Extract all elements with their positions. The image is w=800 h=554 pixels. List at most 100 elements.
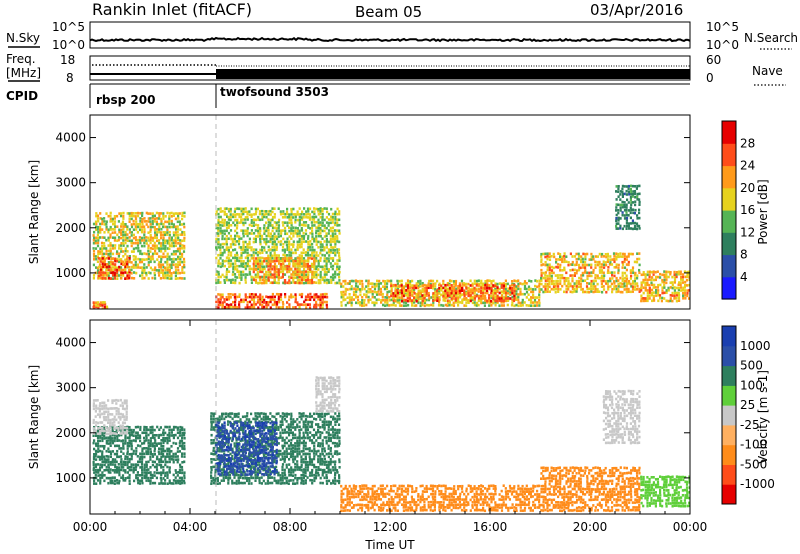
- heatmap-cell: [153, 241, 156, 245]
- heatmap-cell: [221, 229, 224, 233]
- heatmap-cell: [122, 466, 125, 469]
- heatmap-cell: [103, 463, 106, 467]
- heatmap-cell: [125, 432, 128, 435]
- heatmap-cell: [519, 282, 522, 285]
- heatmap-cell: [288, 279, 291, 282]
- heatmap-cell: [436, 279, 439, 283]
- heatmap-cell: [181, 426, 184, 429]
- heatmap-cell: [244, 218, 247, 221]
- heatmap-cell: [494, 299, 497, 303]
- heatmap-cell: [120, 465, 123, 469]
- heatmap-cell: [229, 259, 233, 262]
- heatmap-cell: [673, 276, 676, 279]
- heatmap-cell: [151, 481, 154, 485]
- heatmap-cell: [313, 248, 316, 252]
- heatmap-cell: [602, 276, 605, 280]
- heatmap-cell: [315, 215, 318, 219]
- heatmap-cell: [321, 210, 324, 213]
- heatmap-cell: [93, 447, 96, 451]
- heatmap-cell: [296, 262, 299, 265]
- heatmap-cell: [147, 271, 150, 274]
- heatmap-cell: [673, 281, 676, 284]
- heatmap-cell: [661, 296, 664, 300]
- heatmap-cell: [114, 263, 117, 266]
- heatmap-cell: [286, 257, 289, 261]
- heatmap-cell: [398, 284, 401, 287]
- heatmap-cell: [92, 402, 95, 405]
- heatmap-cell: [373, 290, 376, 294]
- heatmap-cell: [126, 455, 129, 459]
- heatmap-cell: [432, 292, 435, 295]
- heatmap-cell: [225, 303, 228, 306]
- heatmap-cell: [423, 293, 426, 296]
- heatmap-cell: [161, 269, 165, 272]
- heatmap-cell: [155, 244, 159, 248]
- heatmap-cell: [183, 247, 186, 250]
- heatmap-cell: [617, 263, 620, 267]
- heatmap-cell: [385, 298, 389, 302]
- heatmap-cell: [629, 206, 632, 210]
- heatmap-cell: [160, 455, 163, 459]
- heatmap-cell: [436, 299, 439, 302]
- heatmap-cell: [467, 294, 470, 298]
- heatmap-cell: [151, 431, 154, 434]
- heatmap-cell: [92, 468, 95, 471]
- heatmap-cell: [228, 278, 231, 282]
- heatmap-cell: [96, 271, 100, 275]
- heatmap-cell: [114, 463, 117, 467]
- heatmap-cell: [421, 284, 424, 287]
- heatmap-cell: [223, 251, 226, 254]
- heatmap-cell: [214, 479, 217, 482]
- heatmap-cell: [548, 277, 551, 280]
- heatmap-cell: [181, 260, 184, 264]
- heatmap-cell: [625, 290, 628, 294]
- heatmap-cell: [217, 259, 220, 262]
- heatmap-cell: [688, 278, 690, 281]
- heatmap-cell: [563, 252, 566, 255]
- heatmap-cell: [323, 281, 326, 284]
- heatmap-cell: [101, 307, 104, 309]
- heatmap-cell: [233, 273, 237, 276]
- heatmap-cell: [359, 279, 362, 283]
- heatmap-cell: [583, 290, 587, 294]
- heatmap-cell: [170, 236, 173, 239]
- heatmap-cell: [580, 288, 583, 291]
- heatmap-cell: [155, 236, 158, 239]
- heatmap-cell: [323, 259, 326, 263]
- heatmap-cell: [151, 212, 154, 215]
- heatmap-cell: [120, 212, 123, 215]
- heatmap-cell: [375, 298, 378, 302]
- heatmap-cell: [644, 286, 647, 290]
- heatmap-cell: [130, 231, 133, 234]
- heatmap-cell: [240, 262, 243, 266]
- heatmap-cell: [606, 252, 609, 256]
- heatmap-cell: [625, 203, 628, 207]
- heatmap-cell: [221, 242, 224, 246]
- heatmap-cell: [143, 233, 146, 236]
- heatmap-cell: [407, 289, 410, 292]
- heatmap-cell: [627, 187, 630, 191]
- heatmap-cell: [610, 282, 613, 286]
- heatmap-cell: [521, 301, 524, 304]
- heatmap-cell: [126, 236, 129, 240]
- heatmap-cell: [528, 279, 531, 283]
- heatmap-cell: [615, 227, 618, 230]
- heatmap-cell: [130, 250, 134, 253]
- heatmap-cell: [155, 228, 158, 231]
- heatmap-cell: [147, 257, 150, 261]
- heatmap-cell: [283, 259, 287, 263]
- heatmap-cell: [238, 303, 241, 306]
- heatmap-cell: [644, 289, 647, 292]
- heatmap-cell: [116, 481, 119, 485]
- heatmap-cell: [554, 274, 557, 277]
- heatmap-cell: [107, 239, 110, 242]
- heatmap-cell: [298, 254, 301, 257]
- heatmap-cell: [677, 286, 680, 290]
- heatmap-cell: [511, 283, 514, 287]
- heatmap-cell: [350, 304, 353, 307]
- heatmap-cell: [273, 303, 276, 306]
- heatmap-cell: [321, 229, 324, 233]
- heatmap-cell: [130, 217, 133, 221]
- heatmap-cell: [119, 398, 122, 402]
- heatmap-cell: [629, 282, 632, 286]
